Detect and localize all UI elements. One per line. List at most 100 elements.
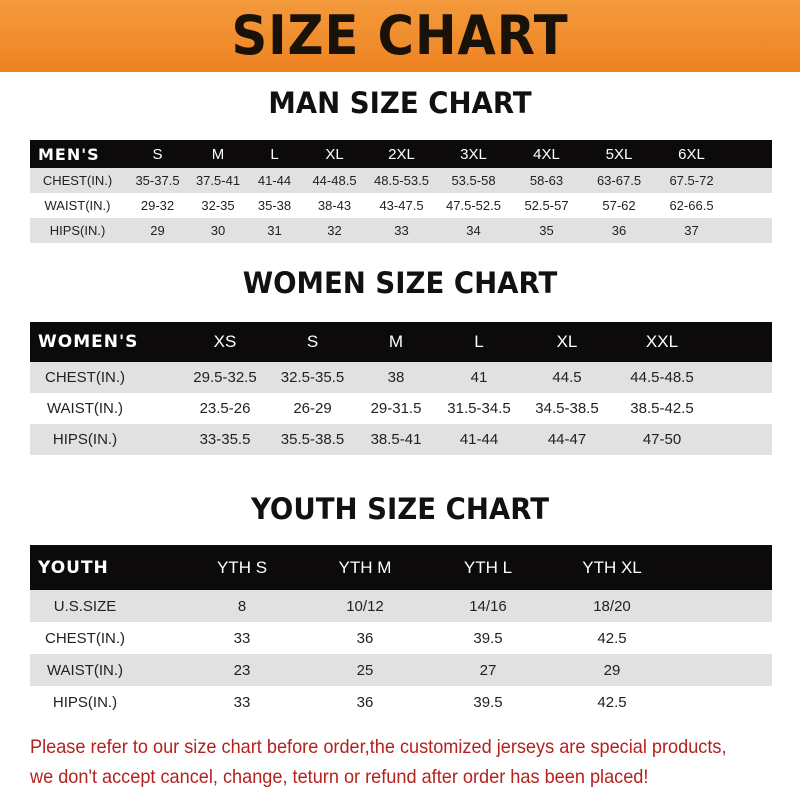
table-cell: 30 xyxy=(210,223,226,238)
table-cell: 53.5-58 xyxy=(451,173,496,188)
table-cell: 35 xyxy=(539,223,554,238)
table-cell: 32 xyxy=(327,223,342,238)
measurement-label: HIPS(IN.) xyxy=(49,223,106,238)
table-cell: 63-67.5 xyxy=(596,173,642,188)
table-cell: 38.5-41 xyxy=(370,431,422,448)
table-cell: 33 xyxy=(394,223,409,238)
table-cell: 29 xyxy=(603,661,621,679)
measurement-label: HIPS(IN.) xyxy=(52,693,118,711)
table-row: HIPS(IN.) 33-35.5 35.5-38.5 38.5-41 41-44 44-… xyxy=(30,424,772,455)
youth-section-title: YOUTH SIZE CHART xyxy=(250,492,550,526)
table-cell: 38 xyxy=(387,369,405,386)
table-cell: 8 xyxy=(237,597,247,615)
table-cell: 38.5-42.5 xyxy=(630,400,694,417)
table-header-row: WOMEN'S XS S M L XL XXL xyxy=(30,322,772,362)
table-cell: 34 xyxy=(466,223,481,238)
size-header-cell: L xyxy=(474,332,484,351)
size-header-cell: XS xyxy=(213,332,237,351)
table-row: WAIST(IN.) 29-32 32-35 35-38 38-43 43-47.5 47.… xyxy=(30,193,772,218)
table-cell: 52.5-57 xyxy=(524,198,569,213)
table-cell: 33 xyxy=(233,693,251,711)
size-header-cell: YTH XL xyxy=(582,557,642,577)
table-cell: 29 xyxy=(150,223,165,238)
size-header-cell: YTH M xyxy=(338,557,392,577)
measurement-label: CHEST(IN.) xyxy=(45,369,125,386)
size-header-cell: XL xyxy=(556,332,578,351)
size-header-cell: XXL xyxy=(645,332,679,351)
table-cell: 31 xyxy=(267,223,282,238)
table-cell: 39.5 xyxy=(473,693,503,711)
measurement-label: U.S.SIZE xyxy=(53,597,117,615)
table-cell: 43-47.5 xyxy=(379,198,424,213)
table-title-cell: YOUTH xyxy=(38,557,109,578)
table-cell: 41 xyxy=(470,369,488,386)
table-cell: 47-50 xyxy=(642,431,682,448)
size-header-cell: XL xyxy=(325,145,344,163)
table-cell: 39.5 xyxy=(473,629,503,647)
table-cell: 32-35 xyxy=(201,198,235,213)
measurement-label: CHEST(IN.) xyxy=(45,629,125,647)
table-title-cell: MEN'S xyxy=(38,144,100,164)
measurement-label: CHEST(IN.) xyxy=(42,173,113,188)
women-section-title: WOMEN SIZE CHART xyxy=(242,266,558,300)
table-cell: 41-44 xyxy=(459,431,499,448)
table-row: U.S.SIZE 8 10/12 14/16 18/20 xyxy=(30,590,772,622)
table-cell: 37 xyxy=(684,223,699,238)
table-cell: 23 xyxy=(233,661,251,679)
table-cell: 32.5-35.5 xyxy=(280,369,345,386)
table-cell: 31.5-34.5 xyxy=(447,400,511,417)
women-size-table: WOMEN'S XS S M L XL XXL CHEST(IN.) 29.5-32.5 32.5… xyxy=(30,322,772,455)
table-row: CHEST(IN.) 35-37.5 37.5-41 41-44 44-48.5 48.5… xyxy=(30,168,772,193)
size-header-cell: YTH L xyxy=(463,557,513,577)
table-cell: 57-62 xyxy=(602,198,636,213)
size-header-cell: 6XL xyxy=(678,145,705,163)
size-header-cell: M xyxy=(388,332,404,351)
main-title: SIZE CHART xyxy=(231,4,569,67)
table-cell: 58-63 xyxy=(529,173,564,188)
table-cell: 23.5-26 xyxy=(199,400,251,417)
size-header-cell: S xyxy=(306,332,319,351)
table-cell: 35-37.5 xyxy=(135,173,180,188)
size-header-cell: 2XL xyxy=(388,145,415,163)
table-cell: 36 xyxy=(356,693,374,711)
size-header-cell: 5XL xyxy=(605,145,633,163)
table-cell: 25 xyxy=(356,661,374,679)
table-row: HIPS(IN.) 29 30 31 32 33 34 35 36 37 xyxy=(30,218,772,243)
table-cell: 41-44 xyxy=(257,173,292,188)
table-cell: 42.5 xyxy=(597,693,627,711)
table-header-row: YOUTH YTH S YTH M YTH L YTH XL xyxy=(30,545,772,590)
table-cell: 42.5 xyxy=(597,629,627,647)
table-cell: 29-31.5 xyxy=(370,400,422,417)
size-header-cell: M xyxy=(211,145,225,163)
men-section-title: MAN SIZE CHART xyxy=(268,86,532,120)
size-chart-banner: SIZE CHART xyxy=(0,0,800,72)
table-cell: 67.5-72 xyxy=(669,173,714,188)
size-header-cell: S xyxy=(152,145,163,163)
disclaimer-line-1: Please refer to our size chart before or… xyxy=(30,736,727,758)
table-cell: 47.5-52.5 xyxy=(446,198,501,213)
table-header-row: MEN'S S M L XL 2XL 3XL 4XL 5XL 6XL xyxy=(30,140,772,168)
table-cell: 44.5-48.5 xyxy=(630,369,694,386)
table-cell: 10/12 xyxy=(346,597,384,615)
table-cell: 29.5-32.5 xyxy=(193,369,257,386)
table-cell: 18/20 xyxy=(593,597,631,615)
table-cell: 35-38 xyxy=(257,198,292,213)
men-size-table: MEN'S S M L XL 2XL 3XL 4XL 5XL 6XL CHEST(IN.) 35-37… xyxy=(30,140,772,243)
table-row: WAIST(IN.) 23 25 27 29 xyxy=(30,654,772,686)
size-header-cell: 3XL xyxy=(460,145,487,163)
table-cell: 44-47 xyxy=(547,431,587,448)
youth-size-table: YOUTH YTH S YTH M YTH L YTH XL U.S.SIZE 8 10/12… xyxy=(30,545,772,718)
table-cell: 62-66.5 xyxy=(669,198,714,213)
measurement-label: WAIST(IN.) xyxy=(44,198,111,213)
table-row: CHEST(IN.) 33 36 39.5 42.5 xyxy=(30,622,772,654)
table-cell: 29-32 xyxy=(140,198,175,213)
size-header-cell: 4XL xyxy=(533,145,560,163)
table-cell: 26-29 xyxy=(293,400,332,417)
size-header-cell: L xyxy=(270,145,279,163)
table-cell: 37.5-41 xyxy=(195,173,241,188)
size-header-cell: YTH S xyxy=(216,557,268,577)
table-cell: 14/16 xyxy=(469,597,507,615)
table-cell: 36 xyxy=(356,629,374,647)
disclaimer-line-2: we don't accept cancel, change, teturn o… xyxy=(30,766,649,788)
table-cell: 44.5 xyxy=(552,369,582,386)
